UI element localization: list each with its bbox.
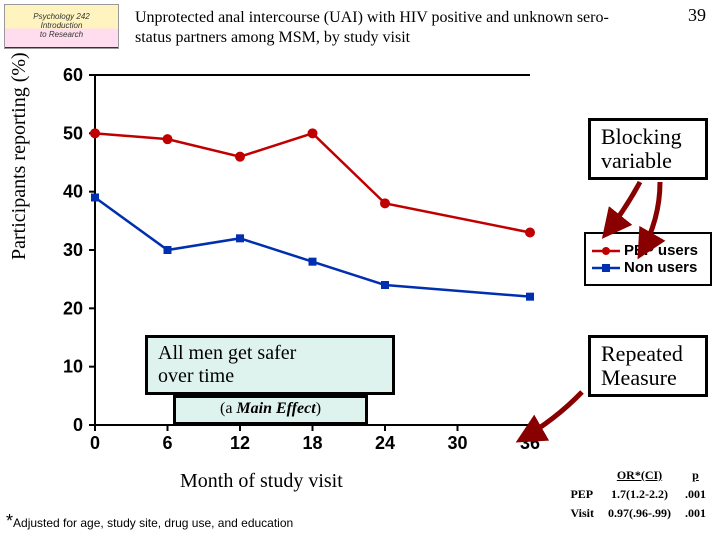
stats-header: OR*(CI) [602,467,677,484]
slide-title: Unprotected anal intercourse (UAI) with … [135,8,635,48]
footnote: *Adjusted for age, study site, drug use,… [6,511,293,532]
callout-repeated: Repeated Measure [588,335,708,397]
stats-table: OR*(CI) p PEP 1.7(1.2-2.2) .001 Visit 0.… [562,465,714,524]
logo-line: to Research [40,31,83,40]
table-row: PEP 1.7(1.2-2.2) .001 [564,486,712,503]
svg-text:24: 24 [375,433,395,453]
table-row: Visit 0.97(.96-.99) .001 [564,505,712,522]
legend-label: PEP users [624,242,698,259]
callout-safer: All men get safer over time [145,335,395,395]
svg-text:6: 6 [162,433,172,453]
main-effect-text: Main Effect [236,400,315,417]
legend-item: Non users [592,259,704,276]
page-number: 39 [688,5,706,26]
svg-text:40: 40 [63,182,83,202]
legend-item: PEP users [592,242,704,259]
svg-text:30: 30 [63,240,83,260]
svg-text:10: 10 [63,357,83,377]
svg-text:0: 0 [73,415,83,435]
stats-header: p [679,467,712,484]
svg-text:12: 12 [230,433,250,453]
svg-text:36: 36 [520,433,540,453]
svg-text:50: 50 [63,123,83,143]
course-logo: Psychology 242 Introduction to Research [4,4,119,49]
x-axis-label: Month of study visit [180,470,343,493]
svg-text:0: 0 [90,433,100,453]
svg-text:60: 60 [63,65,83,85]
legend-label: Non users [624,259,697,276]
chart-legend: PEP users Non users [584,232,712,286]
svg-text:20: 20 [63,298,83,318]
svg-text:18: 18 [302,433,322,453]
y-axis-label: Participants reporting (%) [8,52,31,260]
callout-blocking: Blocking variable [588,118,708,180]
svg-text:30: 30 [447,433,467,453]
callout-main-effect: (a Main Effect) [173,395,368,425]
